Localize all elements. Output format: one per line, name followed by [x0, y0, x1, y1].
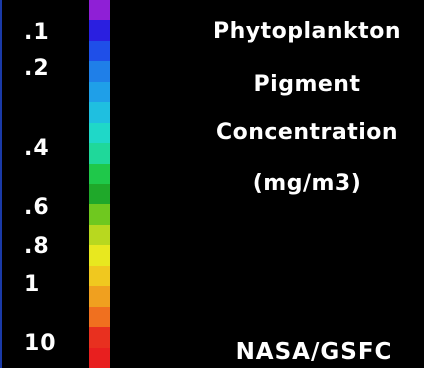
- legend-title-line: Phytoplankton: [213, 19, 401, 44]
- color-swatch: [89, 41, 110, 61]
- color-swatch: [89, 286, 110, 307]
- color-swatch: [89, 204, 110, 225]
- tick-label: 10: [24, 331, 57, 356]
- color-swatch: [89, 143, 110, 164]
- color-swatch: [89, 348, 110, 368]
- tick-label: 1: [24, 272, 41, 297]
- color-swatch: [89, 82, 110, 102]
- color-swatch: [89, 184, 110, 204]
- legend-title-line: Concentration: [215, 120, 399, 145]
- tick-label: .4: [24, 136, 50, 161]
- tick-label: .1: [24, 20, 50, 45]
- color-swatch: [89, 102, 110, 123]
- color-swatch: [89, 61, 110, 82]
- color-swatch: [89, 123, 110, 143]
- credit-text: NASA/GSFC: [235, 339, 393, 365]
- color-swatch: [89, 327, 110, 348]
- legend-title-line: Pigment: [253, 72, 361, 97]
- color-swatch: [89, 164, 110, 184]
- color-bar: [89, 0, 110, 368]
- tick-label: .8: [24, 234, 50, 259]
- color-swatch: [89, 225, 110, 245]
- color-swatch: [89, 20, 110, 41]
- color-swatch: [89, 245, 110, 266]
- tick-label: .6: [24, 195, 50, 220]
- legend-title-line: (mg/m3): [252, 171, 362, 196]
- color-swatch: [89, 0, 110, 20]
- color-swatch: [89, 266, 110, 286]
- color-swatch: [89, 307, 110, 327]
- tick-label: .2: [24, 56, 50, 81]
